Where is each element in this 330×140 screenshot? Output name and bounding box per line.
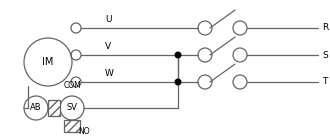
- Text: S: S: [322, 51, 328, 60]
- Circle shape: [175, 52, 182, 59]
- Text: COM: COM: [63, 81, 81, 90]
- Text: T: T: [322, 78, 327, 87]
- Text: R: R: [322, 24, 328, 32]
- Text: W: W: [105, 69, 114, 78]
- Bar: [48, 100, 60, 116]
- Text: U: U: [105, 15, 112, 24]
- Bar: [64, 120, 80, 132]
- Circle shape: [175, 79, 182, 86]
- Text: SV: SV: [67, 103, 78, 113]
- Text: V: V: [105, 42, 111, 51]
- Text: NO: NO: [78, 127, 90, 136]
- Text: IM: IM: [42, 57, 54, 67]
- Text: AB: AB: [30, 103, 42, 113]
